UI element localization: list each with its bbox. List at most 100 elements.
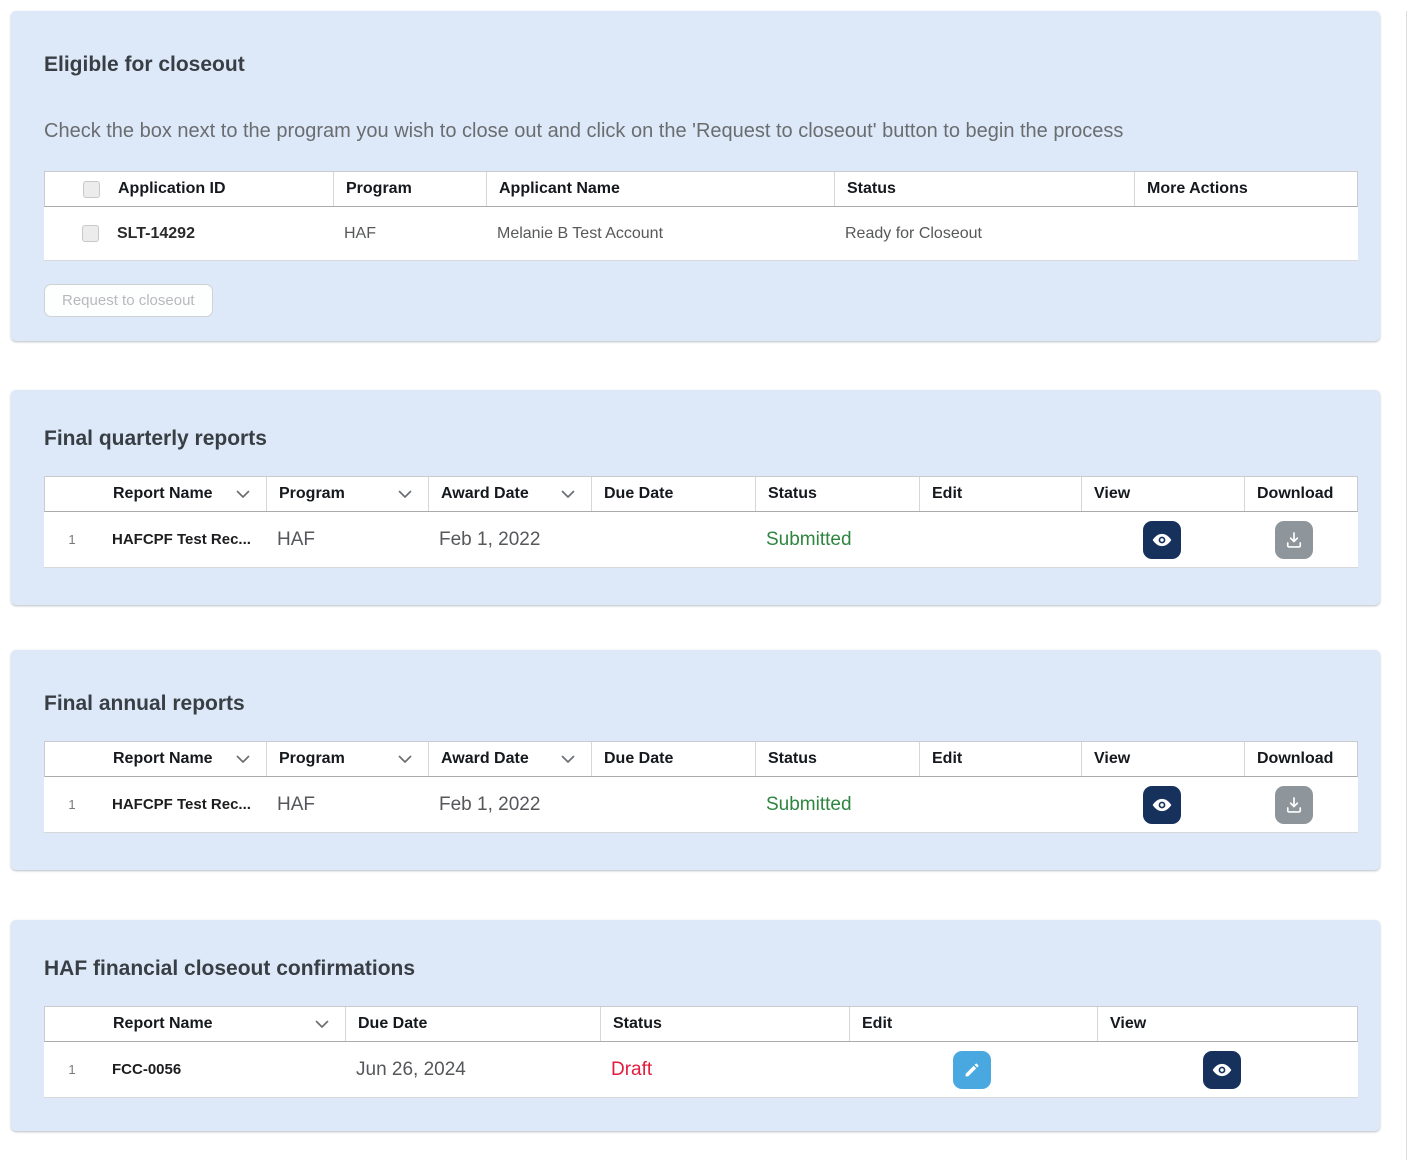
column-header-view: View [1081, 742, 1244, 776]
status-cell: Draft [611, 1058, 653, 1080]
closeout-instructions: Check the box next to the program you wi… [44, 120, 1124, 142]
column-header-download: Download [1244, 477, 1345, 511]
column-header-label: Edit [862, 1015, 893, 1032]
edit-report-button[interactable] [953, 1050, 991, 1089]
column-header-download: Download [1244, 742, 1345, 776]
download-report-button[interactable] [1274, 785, 1313, 824]
column-header-label: Application ID [118, 180, 226, 197]
final-annual-reports-section: Final annual reports Report Name Program… [11, 650, 1380, 870]
column-header-label: Report Name [113, 485, 213, 502]
table-row: 1 FCC-0056 Jun 26, 2024 Draft [44, 1042, 1358, 1098]
chevron-down-icon [398, 490, 416, 499]
table-row: SLT-14292 HAF Melanie B Test Account Rea… [44, 207, 1358, 261]
column-header-label: Program [279, 750, 345, 767]
section-title-haf-financial-closeout-confirmations: HAF financial closeout confirmations [44, 957, 416, 980]
due-date-cell: Jun 26, 2024 [356, 1058, 466, 1080]
column-header-edit: Edit [849, 1007, 1097, 1041]
column-header-label: Download [1257, 485, 1334, 502]
column-header-status: Status [755, 477, 919, 511]
column-header-report-name[interactable]: Report Name [101, 1007, 345, 1041]
row-number-header-cell [45, 742, 101, 776]
request-to-closeout-button[interactable]: Request to closeout [44, 284, 213, 317]
row-number-cell: 1 [68, 1062, 76, 1077]
column-header-label: Status [768, 485, 817, 502]
eye-icon [1151, 794, 1173, 816]
column-header-program[interactable]: Program [266, 477, 428, 511]
column-header-status: Status [834, 172, 1134, 206]
pencil-icon [963, 1061, 981, 1079]
column-header-label: Report Name [113, 750, 213, 767]
eligible-closeout-table: Application ID Program Applicant Name St… [44, 171, 1358, 261]
haf-financial-closeout-confirmations-table: Report Name Due Date Status Edit View 1 … [44, 1006, 1358, 1098]
page-right-edge-divider [1406, 11, 1407, 1160]
chevron-down-icon [236, 490, 254, 499]
award-date-cell: Feb 1, 2022 [439, 528, 541, 550]
eligible-for-closeout-section: Eligible for closeout Check the box next… [11, 11, 1380, 341]
column-header-due-date: Due Date [591, 742, 755, 776]
status-cell: Submitted [766, 793, 852, 815]
column-header-label: Due Date [604, 750, 674, 767]
column-header-view: View [1097, 1007, 1348, 1041]
eye-icon [1211, 1059, 1233, 1081]
final-quarterly-reports-table: Report Name Program Award Date Due Date … [44, 476, 1358, 568]
column-header-label: Due Date [604, 485, 674, 502]
chevron-down-icon [398, 755, 416, 764]
column-header-label: Download [1257, 750, 1334, 767]
column-header-program[interactable]: Program [266, 742, 428, 776]
section-title-final-annual-reports: Final annual reports [44, 692, 245, 715]
download-icon [1284, 795, 1304, 815]
fcc-table-header: Report Name Due Date Status Edit View [44, 1006, 1358, 1042]
program-cell: HAF [344, 224, 376, 242]
column-header-view: View [1081, 477, 1244, 511]
column-header-application-id: Application ID [106, 172, 333, 206]
row-select-checkbox[interactable] [82, 225, 99, 242]
view-report-button[interactable] [1202, 1050, 1241, 1089]
table-row: 1 HAFCPF Test Rec... HAF Feb 1, 2022 Sub… [44, 777, 1358, 833]
select-all-checkbox[interactable] [83, 180, 100, 198]
column-header-edit: Edit [919, 742, 1081, 776]
quarterly-table-header: Report Name Program Award Date Due Date … [44, 476, 1358, 512]
view-cell [1080, 520, 1243, 559]
view-cell [1080, 785, 1243, 824]
column-header-label: Status [613, 1015, 662, 1032]
column-header-award-date[interactable]: Award Date [428, 477, 591, 511]
column-header-label: Edit [932, 485, 963, 502]
column-header-label: Status [768, 750, 817, 767]
section-title-eligible-for-closeout: Eligible for closeout [44, 53, 245, 76]
row-number-cell: 1 [68, 532, 76, 547]
final-annual-reports-table: Report Name Program Award Date Due Date … [44, 741, 1358, 833]
section-title-final-quarterly-reports: Final quarterly reports [44, 427, 267, 450]
column-header-label: Due Date [358, 1015, 428, 1032]
column-header-label: Award Date [441, 485, 529, 502]
column-header-label: View [1110, 1015, 1147, 1032]
row-select-cell [44, 225, 105, 242]
award-date-cell: Feb 1, 2022 [439, 793, 541, 815]
annual-table-header: Report Name Program Award Date Due Date … [44, 741, 1358, 777]
column-header-label: More Actions [1147, 180, 1248, 197]
column-header-report-name[interactable]: Report Name [101, 742, 266, 776]
column-header-award-date[interactable]: Award Date [428, 742, 591, 776]
report-name-cell: HAFCPF Test Rec... [112, 796, 251, 813]
column-header-status: Status [600, 1007, 849, 1041]
column-header-due-date: Due Date [345, 1007, 600, 1041]
column-header-label: Status [847, 180, 896, 197]
column-header-report-name[interactable]: Report Name [101, 477, 266, 511]
download-cell [1243, 520, 1344, 559]
chevron-down-icon [561, 755, 579, 764]
download-icon [1284, 530, 1304, 550]
row-number-header-cell [45, 477, 101, 511]
column-header-label: Program [346, 180, 412, 197]
row-number-cell: 1 [68, 797, 76, 812]
column-header-label: Report Name [113, 1015, 213, 1032]
column-header-program: Program [333, 172, 486, 206]
view-report-button[interactable] [1142, 785, 1181, 824]
view-report-button[interactable] [1142, 520, 1181, 559]
download-report-button[interactable] [1274, 520, 1313, 559]
haf-financial-closeout-confirmations-section: HAF financial closeout confirmations Rep… [11, 920, 1380, 1131]
eye-icon [1151, 529, 1173, 551]
eligible-closeout-table-header: Application ID Program Applicant Name St… [44, 171, 1358, 207]
edit-cell [848, 1050, 1096, 1089]
row-number-header-cell [45, 1007, 101, 1041]
program-cell: HAF [277, 793, 315, 815]
status-cell: Ready for Closeout [845, 224, 982, 242]
